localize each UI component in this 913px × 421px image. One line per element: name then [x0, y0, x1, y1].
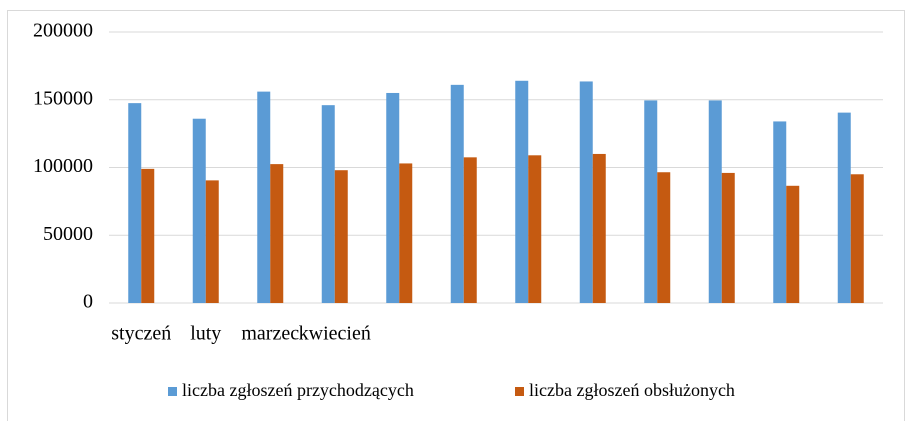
- x-tick-label: kwiecień: [299, 323, 371, 345]
- x-tick-label: styczeń: [111, 323, 171, 345]
- bar: [528, 155, 542, 303]
- y-tick-label: 100000: [33, 155, 93, 177]
- bar: [592, 153, 606, 303]
- bar: [450, 84, 464, 303]
- bar: [270, 164, 284, 303]
- y-tick-label: 0: [83, 291, 93, 313]
- bar: [837, 112, 851, 303]
- bar: [321, 105, 335, 303]
- x-tick-label: marzec: [241, 323, 299, 345]
- bar: [721, 172, 735, 303]
- bar: [334, 170, 348, 303]
- bar: [399, 163, 413, 303]
- x-tick-label: luty: [190, 323, 221, 345]
- legend-swatch: [168, 387, 177, 396]
- bar: [141, 168, 155, 303]
- bar: [128, 103, 142, 303]
- legend-label: liczba zgłoszeń przychodzących: [182, 380, 414, 400]
- bar: [386, 92, 400, 303]
- bar: [515, 80, 529, 303]
- bar: [773, 121, 787, 304]
- bar: [192, 118, 206, 303]
- bar: [257, 91, 271, 304]
- bar: [708, 100, 722, 304]
- bar: [579, 81, 593, 304]
- bar: [786, 185, 800, 303]
- bar: [850, 174, 864, 303]
- legend-swatch: [515, 387, 524, 396]
- legend-label: liczba zgłoszeń obsłużonych: [529, 380, 735, 400]
- bar: [463, 157, 477, 303]
- bar: [657, 172, 671, 303]
- bar: [205, 180, 219, 303]
- y-tick-label: 50000: [43, 223, 93, 245]
- bar: [644, 100, 658, 304]
- y-tick-label: 200000: [33, 20, 93, 42]
- y-tick-label: 150000: [33, 87, 93, 109]
